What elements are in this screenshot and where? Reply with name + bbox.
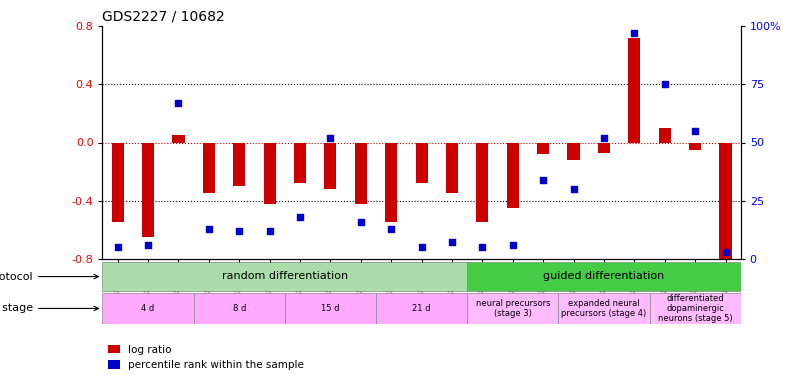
Point: [537, 177, 549, 183]
Point: [415, 244, 428, 250]
Point: [628, 30, 641, 36]
Bar: [233, 142, 245, 186]
Text: development stage: development stage: [0, 303, 98, 313]
Point: [476, 244, 489, 250]
Point: [719, 249, 732, 255]
Bar: [567, 142, 580, 160]
Text: 8 d: 8 d: [232, 304, 246, 313]
Text: random differentiation: random differentiation: [221, 271, 348, 281]
Bar: [376, 293, 467, 324]
Point: [233, 228, 246, 234]
Text: neural precursors
(stage 3): neural precursors (stage 3): [475, 299, 550, 318]
Bar: [112, 142, 124, 222]
Bar: [355, 142, 367, 204]
Point: [263, 228, 276, 234]
Bar: [537, 142, 549, 154]
Bar: [102, 262, 467, 291]
Point: [689, 128, 701, 134]
Bar: [446, 142, 458, 194]
Bar: [719, 142, 731, 262]
Bar: [507, 142, 519, 208]
Point: [142, 242, 154, 248]
Bar: [385, 142, 397, 222]
Text: 4 d: 4 d: [141, 304, 154, 313]
Point: [324, 135, 336, 141]
Bar: [203, 142, 215, 194]
Point: [172, 100, 184, 106]
Bar: [476, 142, 489, 222]
Text: guided differentiation: guided differentiation: [543, 271, 664, 281]
Text: expanded neural
precursors (stage 4): expanded neural precursors (stage 4): [561, 299, 647, 318]
Point: [446, 240, 459, 246]
Bar: [689, 142, 701, 150]
Bar: [628, 38, 641, 142]
Legend: log ratio, percentile rank within the sample: log ratio, percentile rank within the sa…: [108, 345, 304, 370]
Bar: [598, 142, 610, 153]
Bar: [649, 293, 741, 324]
Point: [597, 135, 610, 141]
Bar: [284, 293, 376, 324]
Bar: [467, 262, 741, 291]
Text: 15 d: 15 d: [322, 304, 340, 313]
Text: differentiated
dopaminergic
neurons (stage 5): differentiated dopaminergic neurons (sta…: [658, 294, 732, 323]
Bar: [467, 293, 559, 324]
Text: 21 d: 21 d: [412, 304, 431, 313]
Bar: [173, 135, 184, 142]
Bar: [415, 142, 428, 183]
Bar: [659, 128, 671, 142]
Bar: [263, 142, 276, 204]
Bar: [325, 142, 336, 189]
Point: [507, 242, 519, 248]
Point: [385, 225, 397, 231]
Point: [203, 225, 215, 231]
Point: [567, 186, 580, 192]
Bar: [194, 293, 284, 324]
Point: [111, 244, 124, 250]
Point: [355, 219, 367, 225]
Point: [294, 214, 307, 220]
Text: GDS2227 / 10682: GDS2227 / 10682: [102, 10, 225, 24]
Bar: [294, 142, 306, 183]
Point: [659, 81, 671, 87]
Text: growth protocol: growth protocol: [0, 272, 98, 282]
Bar: [559, 293, 649, 324]
Bar: [142, 142, 154, 237]
Bar: [102, 293, 194, 324]
